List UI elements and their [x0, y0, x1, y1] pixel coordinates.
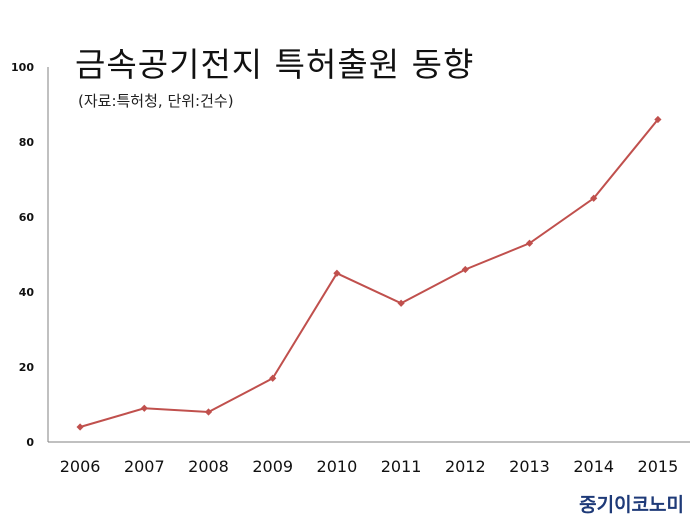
data-point-marker [204, 408, 213, 416]
publisher-logo: 중기이코노미 [579, 494, 684, 516]
x-tick-label: 2007 [124, 457, 165, 476]
x-tick-label: 2014 [573, 457, 614, 476]
x-tick-label: 2013 [509, 457, 550, 476]
data-point-marker [76, 423, 84, 431]
data-point-marker [654, 115, 662, 124]
chart-title: 금속공기전지 특허출원 동향 [75, 45, 475, 84]
x-tick-label: 2010 [317, 457, 358, 476]
data-point-marker [397, 299, 405, 307]
x-tick-label: 2009 [252, 457, 293, 476]
data-point-marker [140, 404, 148, 412]
x-tick-label: 2011 [381, 457, 422, 476]
y-tick-label: 40 [19, 286, 35, 299]
chart-subtitle: (자료:특허청, 단위:건수) [78, 92, 234, 110]
x-tick-label: 2006 [60, 457, 101, 476]
y-tick-label: 60 [19, 211, 35, 224]
data-point-marker [333, 269, 341, 277]
chart-axes [47, 67, 690, 443]
data-point-marker [269, 374, 277, 382]
y-tick-labels: 0 20 40 60 80 100 [11, 61, 34, 449]
data-point-marker [525, 239, 534, 247]
x-tick-labels: 2006 2007 2008 2009 2010 2011 2012 2013 2014 2015 [60, 457, 679, 476]
data-series [76, 115, 662, 431]
x-tick-label: 2008 [188, 457, 229, 476]
y-tick-label: 80 [19, 136, 35, 149]
data-point-marker [461, 265, 469, 274]
series-line [79, 118, 659, 428]
x-tick-label: 2015 [638, 457, 679, 476]
y-tick-label: 0 [26, 436, 34, 449]
y-tick-label: 100 [11, 61, 34, 74]
data-point-marker [590, 194, 598, 202]
y-tick-label: 20 [19, 361, 35, 374]
x-tick-label: 2012 [445, 457, 486, 476]
